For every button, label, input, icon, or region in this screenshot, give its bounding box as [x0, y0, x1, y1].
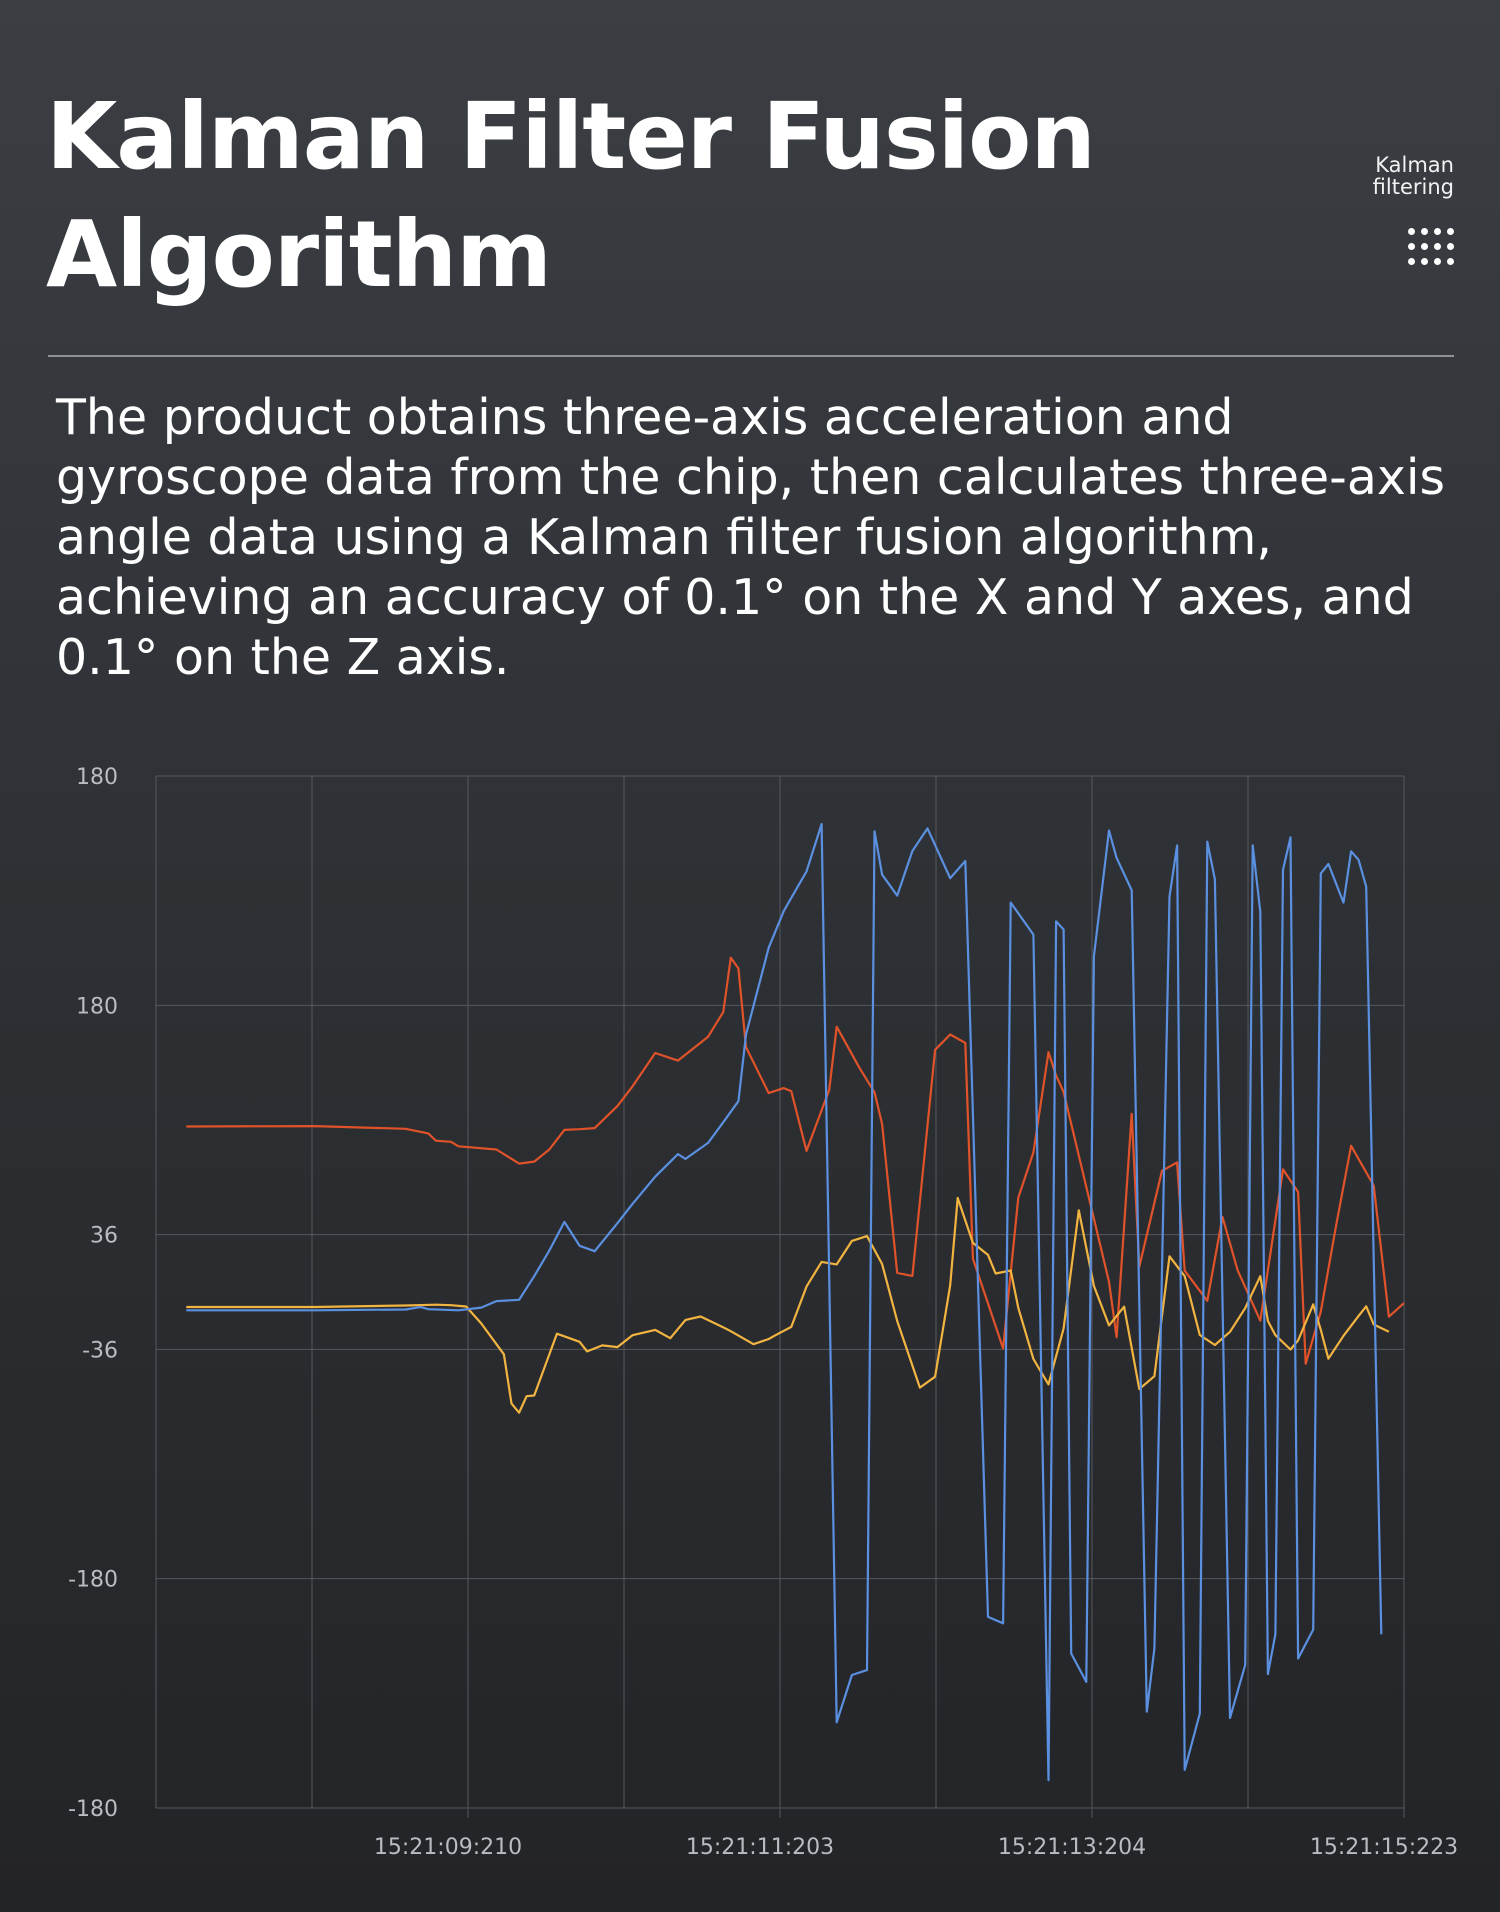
header-divider — [48, 355, 1454, 357]
dot — [1421, 258, 1428, 265]
dot — [1434, 258, 1441, 265]
kalman-filtering-label: Kalman filtering — [1372, 153, 1454, 199]
x-tick-label: 15:21:09:210 — [374, 1835, 522, 1860]
y-tick-label: 36 — [90, 1224, 118, 1249]
series-line-1 — [186, 956, 1405, 1365]
chart-series — [186, 822, 1405, 1782]
y-tick-label: -180 — [68, 1797, 118, 1822]
dot — [1421, 243, 1428, 250]
y-tick-label: 180 — [76, 765, 118, 790]
description-text: The product obtains three-axis accelerat… — [56, 389, 1446, 686]
dot — [1434, 243, 1441, 250]
dot — [1408, 228, 1415, 235]
angle-line-chart: 180 180 36 -36 -180 -180 15:21:09:210 15:21:11… — [68, 765, 1458, 1860]
dot — [1408, 243, 1415, 250]
x-tick-label: 15:21:13:204 — [998, 1835, 1146, 1860]
dot — [1447, 243, 1454, 250]
dot — [1421, 228, 1428, 235]
y-tick-label: 180 — [76, 994, 118, 1019]
x-axis-ticks: 15:21:09:210 15:21:11:203 15:21:13:204 15:2… — [374, 1808, 1458, 1860]
y-tick-label: -180 — [68, 1568, 118, 1593]
series-line-2 — [186, 1196, 1390, 1414]
dot — [1447, 228, 1454, 235]
x-tick-label: 15:21:11:203 — [686, 1835, 834, 1860]
dot — [1408, 258, 1415, 265]
dot — [1434, 228, 1441, 235]
y-tick-label: -36 — [82, 1338, 118, 1363]
page-title: Kalman Filter Fusion Algorithm — [46, 83, 1096, 308]
dot — [1447, 258, 1454, 265]
x-tick-label: 15:21:15:223 — [1310, 1835, 1458, 1860]
series-line-3 — [186, 822, 1383, 1782]
dots-grid-icon[interactable] — [1408, 228, 1454, 274]
y-axis-ticks: 180 180 36 -36 -180 -180 — [68, 765, 118, 1822]
